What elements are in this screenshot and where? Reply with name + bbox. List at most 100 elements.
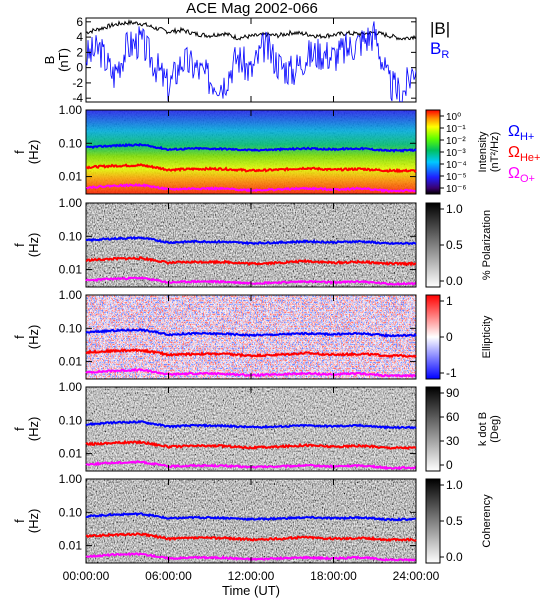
polarization-colorbar — [425, 202, 441, 288]
colorbar-tick-label: 1 — [446, 294, 453, 308]
intensity-colorbar — [425, 109, 441, 195]
colorbar-tick-label: 10⁻³ — [446, 148, 466, 159]
colorbar-tick-label: 10⁻⁵ — [446, 172, 467, 183]
legend-omega-h-sub: H+ — [520, 131, 534, 143]
freq-panel-ellipticity-axes: f (Hz) 1.00 0.10 0.01 1 0 -1 — [12, 288, 457, 380]
colorbar-tick-label: 10⁻² — [446, 136, 466, 147]
colorbar-tick-label: 10⁻⁶ — [446, 184, 467, 195]
freq-ytick-label: 0.10 — [59, 321, 83, 335]
legend-omega-o-sub: O+ — [520, 173, 535, 185]
cyclotron-he-line — [85, 256, 417, 267]
freq-ylabel-unit: (Hz) — [26, 233, 41, 258]
ellipticity-heatmap — [86, 295, 416, 379]
x-tick-label: 24:00:00 — [393, 569, 440, 583]
freq-ytick-label: 1.00 — [59, 196, 83, 210]
cyclotron-he-line — [85, 532, 417, 543]
legend-b-r-main: B — [430, 39, 441, 58]
freq-panel-k_dot_b-axes: f (Hz) 1.00 0.10 0.01 90 60 30 0 — [12, 380, 460, 472]
cyclotron-h-line — [85, 328, 417, 339]
x-axis-label: Time (UT) — [222, 583, 280, 598]
b-ytick-label: 2 — [76, 45, 83, 59]
freq-ytick-label: 0.10 — [59, 505, 83, 519]
legend-omega-h-main: Ω — [508, 123, 520, 140]
b-ytick-label: 4 — [76, 30, 83, 44]
freq-ylabel-unit: (Hz) — [26, 509, 41, 534]
freq-ytick-label: 0.01 — [59, 447, 83, 461]
colorbar-tick-label: 0 — [446, 458, 453, 472]
freq-ytick-label: 0.01 — [59, 170, 83, 184]
colorbar-tick-label: 1.0 — [446, 478, 463, 492]
ellipticity-cbar-label: Ellipticity — [481, 315, 493, 358]
colorbar-tick-label: 0.5 — [446, 514, 463, 528]
freq-ylabel-unit: (Hz) — [26, 417, 41, 442]
x-tick-label: 00:00:00 — [63, 569, 110, 583]
panel-coherency: Coherency — [85, 478, 493, 564]
cyclotron-he-line — [86, 163, 417, 174]
freq-ytick-label: 1.00 — [59, 288, 83, 302]
colorbar-tick-label: -1 — [446, 366, 457, 380]
colorbar-tick-label: 0.0 — [446, 274, 463, 288]
colorbar-tick-label: 0.0 — [446, 550, 463, 564]
freq-ytick-label: 1.00 — [59, 380, 83, 394]
legend-omega-he-main: Ω — [508, 144, 520, 161]
panel-polarization: % Polarization — [85, 202, 493, 288]
b-r-line — [86, 21, 416, 102]
freq-ylabel: f — [12, 150, 27, 154]
cyclotron-h-line — [85, 142, 417, 153]
legend-b-r: BR — [430, 39, 449, 61]
freq-ytick-label: 1.00 — [59, 472, 83, 486]
freq-panel-polarization-axes: f (Hz) 1.00 0.10 0.01 1.0 0.5 0.0 — [12, 196, 463, 288]
freq-ylabel-unit: (Hz) — [26, 140, 41, 165]
colorbar-tick-label: 0 — [446, 330, 453, 344]
intensity-texture — [86, 110, 416, 194]
colorbar-tick-label: 10⁻⁴ — [446, 160, 467, 171]
b-ylabel-line2: (nT) — [56, 48, 71, 72]
colorbar-tick-label: 10⁰ — [446, 112, 461, 123]
freq-panel-intensity-axes: f (Hz) 1.00 0.10 0.01 10⁰10⁻¹10⁻²10⁻³10⁻⁴10⁻⁵… — [12, 103, 467, 195]
intensity-cbar-label-1: Intensity — [477, 131, 489, 172]
colorbar-tick-label: 90 — [446, 386, 460, 400]
b-ylabel-line1: B — [42, 56, 57, 65]
freq-ytick-label: 0.10 — [59, 413, 83, 427]
b-ytick-label: -4 — [72, 91, 83, 105]
polarization-heatmap — [86, 203, 416, 287]
legend-omega-he-sub: He+ — [520, 152, 541, 164]
generated-marks: f (Hz)1.000.100.0110⁰10⁻¹10⁻²10⁻³10⁻⁴10⁻⁵… — [12, 103, 467, 564]
legend-omega-o-main: Ω — [508, 165, 520, 182]
cyclotron-h-line — [85, 235, 417, 246]
polarization-cbar-label: % Polarization — [481, 210, 493, 280]
freq-ylabel: f — [12, 335, 27, 339]
b-ytick-label: 0 — [76, 61, 83, 75]
freq-ytick-label: 0.01 — [59, 539, 83, 553]
freq-ytick-label: 0.10 — [59, 136, 83, 150]
freq-ylabel: f — [12, 519, 27, 523]
colorbar-tick-label: 1.0 — [446, 202, 463, 216]
freq-ytick-label: 0.01 — [59, 355, 83, 369]
legend-b-r-sub: R — [441, 49, 449, 61]
legend-omega-h: ΩH+ — [508, 123, 534, 143]
x-tick-label: 06:00:00 — [145, 569, 192, 583]
legend-omega-o: ΩO+ — [508, 165, 535, 185]
intensity-cbar-label-2: (nT²/Hz) — [489, 132, 501, 172]
k-dot-b-colorbar — [425, 386, 441, 472]
figure-title: ACE Mag 2002-066 — [186, 0, 318, 17]
x-tick-label: 18:00:00 — [310, 569, 357, 583]
cyclotron-he-line — [85, 348, 417, 359]
panel-k-dot-b: k dot B (Deg) — [85, 386, 501, 472]
coherency-colorbar — [425, 478, 441, 564]
colorbar-tick-label: 30 — [446, 434, 460, 448]
cyclotron-h-line — [85, 419, 417, 430]
panel-intensity: Intensity (nT²/Hz) ΩH+ ΩHe+ ΩO+ — [85, 109, 540, 195]
b-ytick-label: -2 — [72, 76, 83, 90]
x-axis: 00:00:00 06:00:00 12:00:00 18:00:00 24:00:00 — [63, 18, 440, 583]
colorbar-tick-label: 60 — [446, 410, 460, 424]
legend-omega-he: ΩHe+ — [508, 144, 540, 164]
k-dot-b-cbar-label-1: k dot B — [477, 412, 489, 446]
freq-panel-coherency-axes: f (Hz) 1.00 0.10 0.01 1.0 0.5 0.0 — [12, 472, 463, 564]
x-tick-label: 12:00:00 — [228, 569, 275, 583]
cyclotron-h-line — [85, 512, 417, 522]
k-dot-b-cbar-label-2: (Deg) — [489, 415, 501, 443]
freq-ylabel: f — [12, 427, 27, 431]
